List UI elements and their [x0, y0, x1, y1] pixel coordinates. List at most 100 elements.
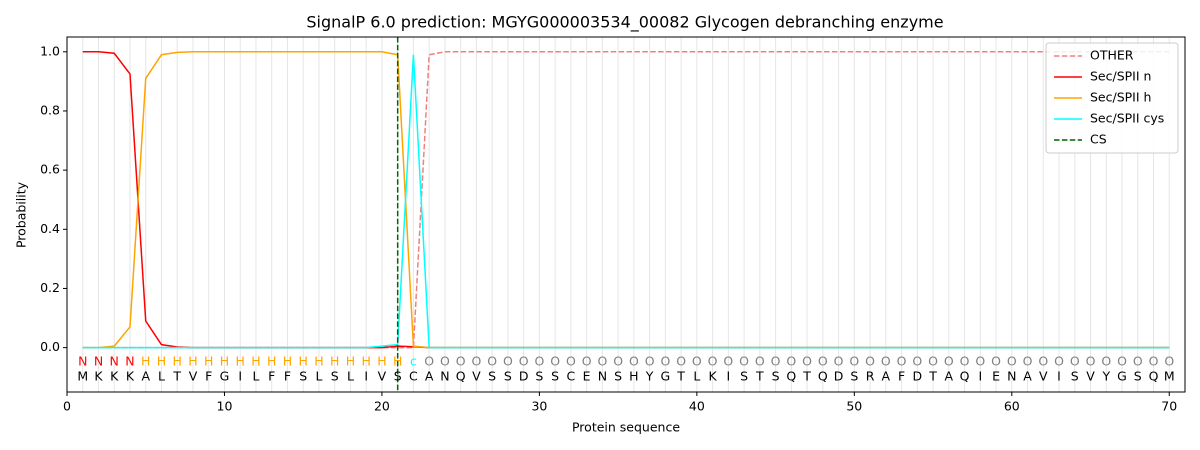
- legend-label: Sec/SPII h: [1090, 90, 1151, 105]
- residue: K: [110, 369, 119, 384]
- residue: I: [238, 369, 242, 384]
- residue: Q: [1149, 369, 1159, 384]
- residue-label: H: [377, 353, 386, 368]
- residue: V: [378, 369, 387, 384]
- residue-label: O: [456, 353, 466, 368]
- legend-label: OTHER: [1090, 48, 1134, 63]
- residue: D: [834, 369, 844, 384]
- y-tick-label: 0.6: [40, 162, 60, 177]
- residue: L: [693, 369, 700, 384]
- residue-label: H: [267, 353, 276, 368]
- residue-label: H: [346, 353, 355, 368]
- residue: F: [268, 369, 275, 384]
- residue: S: [740, 369, 748, 384]
- residue-label: N: [78, 353, 87, 368]
- residue-label: O: [723, 353, 733, 368]
- residue: A: [882, 369, 891, 384]
- residue: L: [315, 369, 322, 384]
- residue: C: [409, 369, 418, 384]
- residue-label: O: [786, 353, 796, 368]
- residue-label: O: [739, 353, 749, 368]
- series-line: [82, 51, 1170, 349]
- residue-label: O: [613, 353, 623, 368]
- series-line: [82, 51, 1170, 349]
- chart-title: SignalP 6.0 prediction: MGYG000003534_00…: [306, 13, 943, 33]
- legend-label: CS: [1090, 132, 1107, 147]
- residue: E: [992, 369, 1000, 384]
- residue-label: O: [1149, 353, 1159, 368]
- residue-label: H: [393, 353, 402, 368]
- residue-label: H: [251, 353, 260, 368]
- residue-label: H: [157, 353, 166, 368]
- residue: Y: [645, 369, 654, 384]
- residue-label: H: [236, 353, 245, 368]
- residue: L: [158, 369, 165, 384]
- series-line: [82, 54, 1170, 349]
- residue-label: O: [1133, 353, 1143, 368]
- series-line: [82, 51, 1170, 349]
- plot-frame: [66, 36, 1186, 393]
- residue-label: O: [566, 353, 576, 368]
- residue: T: [172, 369, 181, 384]
- residue-label: O: [849, 353, 859, 368]
- residue: H: [629, 369, 638, 384]
- residue: I: [978, 369, 982, 384]
- residue: R: [866, 369, 875, 384]
- y-tick-label: 0.4: [40, 221, 60, 236]
- residue-label: O: [519, 353, 529, 368]
- residue-label: O: [802, 353, 812, 368]
- residue: L: [347, 369, 354, 384]
- residue-label: O: [676, 353, 686, 368]
- residue: S: [850, 369, 858, 384]
- residue: S: [331, 369, 339, 384]
- residue-label: O: [708, 353, 718, 368]
- residue: S: [504, 369, 512, 384]
- residue: S: [488, 369, 496, 384]
- residue: K: [709, 369, 718, 384]
- residue: Q: [960, 369, 970, 384]
- residue-label: H: [361, 353, 370, 368]
- residue: N: [598, 369, 607, 384]
- residue: A: [141, 369, 150, 384]
- residue: N: [1007, 369, 1016, 384]
- residue-label: O: [1023, 353, 1033, 368]
- residue-label: O: [771, 353, 781, 368]
- residue: S: [299, 369, 307, 384]
- residue-label: O: [928, 353, 938, 368]
- residue-label: O: [1086, 353, 1096, 368]
- residue-label: O: [645, 353, 655, 368]
- residue-label: O: [503, 353, 513, 368]
- residue: S: [614, 369, 622, 384]
- residue-label: O: [1038, 353, 1048, 368]
- residue-label: O: [897, 353, 907, 368]
- residue: A: [1023, 369, 1032, 384]
- residue: T: [755, 369, 764, 384]
- x-tick-label: 20: [374, 399, 390, 414]
- residue: L: [252, 369, 259, 384]
- residue-label: H: [330, 353, 339, 368]
- residue-label: H: [314, 353, 323, 368]
- legend-label: Sec/SPII cys: [1090, 111, 1164, 126]
- residue: T: [676, 369, 685, 384]
- residue: I: [727, 369, 731, 384]
- x-axis-label: Protein sequence: [572, 420, 680, 435]
- residue: V: [1039, 369, 1048, 384]
- x-tick-label: 10: [217, 399, 233, 414]
- residue-label: O: [975, 353, 985, 368]
- residue: V: [472, 369, 481, 384]
- residue-label: O: [660, 353, 670, 368]
- y-tick-label: 0.2: [40, 280, 60, 295]
- residue: M: [77, 369, 88, 384]
- x-tick-label: 30: [531, 399, 547, 414]
- residue: Q: [456, 369, 466, 384]
- x-tick-label: 50: [846, 399, 862, 414]
- residue: F: [898, 369, 905, 384]
- legend-box: [1045, 42, 1179, 154]
- residue-label: O: [834, 353, 844, 368]
- residue: S: [772, 369, 780, 384]
- residue-label: O: [1164, 353, 1174, 368]
- residue: S: [394, 369, 402, 384]
- residue-label: N: [94, 353, 103, 368]
- residue: S: [1134, 369, 1142, 384]
